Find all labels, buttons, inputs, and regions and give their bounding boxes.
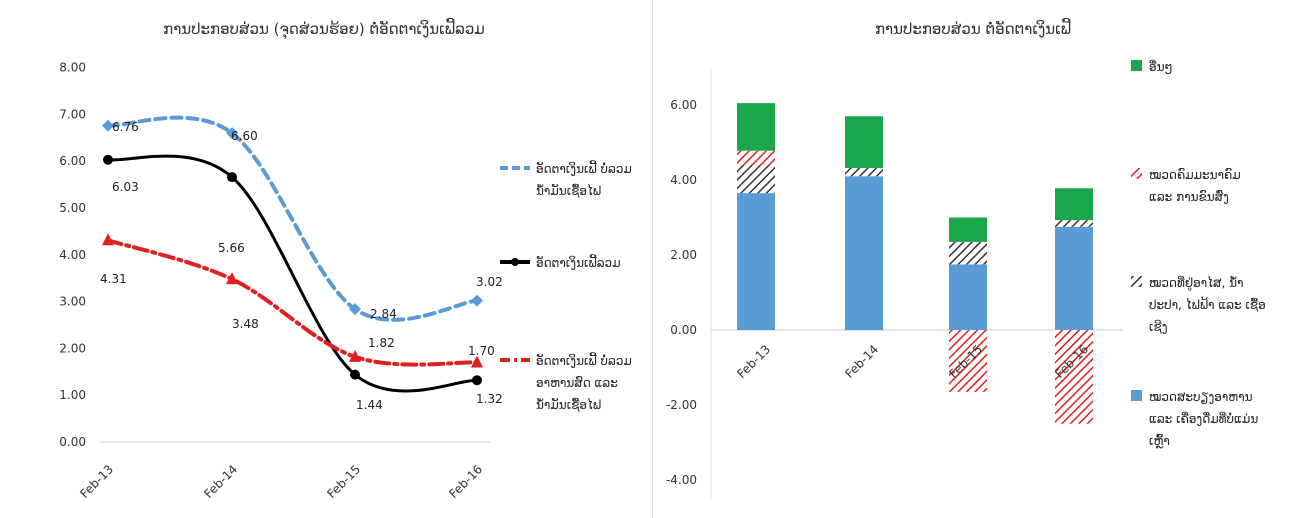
data-point [471, 355, 483, 368]
bar-segment [737, 193, 775, 330]
bar-segment [845, 116, 883, 168]
bar-segment [949, 217, 987, 242]
y-tick-label: 1.00 [59, 388, 86, 402]
data-label: 4.31 [100, 272, 127, 286]
legend-label: ປະປາ, ໄຟຟ້າ ແລະ ເຊື້ອ [1149, 296, 1266, 312]
legend-label: ອັດຕາເງິນເຟີ້ ບໍ່ລວມ [536, 351, 632, 368]
legend-label: ອັດຕາເງິນເຟີ້ ບໍ່ລວມ [536, 159, 632, 176]
legend-swatch [1131, 168, 1142, 179]
y-tick-label: 4.00 [59, 248, 86, 262]
data-label: 1.32 [476, 392, 503, 406]
y-tick-label: 7.00 [59, 107, 86, 121]
data-label: 6.03 [112, 180, 139, 194]
legend-label: ເຊີງ [1149, 319, 1168, 334]
left-chart-title: ການປະກອບສ່ວນ (ຈຸດສ່ວນຮ້ອຍ) ຕໍ່ອັດຕາເງິນເ… [163, 20, 485, 38]
legend-swatch [1131, 60, 1142, 71]
legend-swatch [1131, 276, 1142, 287]
y-tick-label: -2.00 [666, 398, 697, 412]
y-tick-label: 5.00 [59, 201, 86, 215]
bar-segment [737, 103, 775, 151]
data-label: 3.02 [476, 275, 503, 289]
data-point [227, 172, 237, 183]
data-point [226, 127, 238, 140]
data-label: 3.48 [232, 317, 259, 331]
y-tick-label: 2.00 [59, 341, 86, 355]
data-label: 1.82 [368, 336, 395, 350]
legend-label: ແລະ ເຄື່ອງດື່ມທີ່ບໍ່ແມ່ນ [1149, 411, 1258, 426]
y-tick-label: 6.00 [59, 154, 86, 168]
data-point [103, 154, 113, 165]
x-tick-label: Feb-16 [446, 462, 485, 501]
y-tick-label: 4.00 [670, 173, 697, 187]
data-label: 5.66 [218, 241, 245, 255]
series-line [106, 154, 479, 393]
bar-segment [845, 176, 883, 330]
x-tick-label: Feb-13 [734, 342, 773, 381]
right-chart-panel: ການປະກອບສ່ວນ ຕໍ່ອັດຕາເງິນເຟີ້ -4.00 -2.00… [652, 0, 1292, 518]
legend-label: ໝວດຄົມມະນາຄົມ [1149, 168, 1241, 182]
data-point [102, 119, 114, 132]
legend-label: ໝວດທີ່ຢູ່ອາໄສ, ນ້ຳ [1149, 275, 1243, 291]
bar-segment [1055, 226, 1093, 330]
legend-marker [511, 258, 519, 266]
data-point [349, 349, 361, 362]
legend-label: ອັດຕາເງິນເຟີ້ລວມ [536, 253, 621, 270]
bar-segment [1055, 330, 1093, 424]
x-tick-label: Feb-14 [201, 462, 240, 501]
data-label: 1.70 [468, 344, 495, 358]
y-tick-label: 0.00 [59, 435, 86, 449]
data-label: 2.84 [370, 307, 397, 321]
y-tick-label: 8.00 [59, 61, 86, 75]
y-tick-label: -4.00 [666, 473, 697, 487]
bar-segment [1055, 188, 1093, 221]
data-point [350, 369, 360, 380]
x-tick-label: Feb-13 [77, 462, 116, 501]
legend-label: ອາຫານສົດ ແລະ [536, 376, 618, 390]
data-point [471, 294, 483, 307]
data-label: 6.76 [112, 120, 139, 134]
legend-label: ໝວດສະບຽງອາຫານ [1149, 390, 1253, 404]
bar-segment [845, 168, 883, 177]
bar-segment [737, 165, 775, 194]
y-tick-label: 6.00 [670, 98, 697, 112]
bar-segment [949, 241, 987, 265]
data-point [349, 303, 361, 316]
legend-swatch [1131, 390, 1142, 401]
legend-label: ແລະ ການຂົນສົ່ງ [1149, 190, 1229, 204]
legend-label: ເຫຼົ້າ [1149, 433, 1170, 448]
bar-segment [949, 264, 987, 330]
data-point [102, 233, 114, 246]
right-chart-title: ການປະກອບສ່ວນ ຕໍ່ອັດຕາເງິນເຟີ້ [874, 20, 1072, 38]
data-label: 1.44 [356, 398, 383, 412]
y-tick-label: 0.00 [670, 323, 697, 337]
data-point [226, 272, 238, 285]
bar-segment [1055, 220, 1093, 227]
left-chart-panel: ການປະກອບສ່ວນ (ຈຸດສ່ວນຮ້ອຍ) ຕໍ່ອັດຕາເງິນເ… [59, 20, 632, 502]
x-tick-label: Feb-15 [324, 462, 363, 501]
legend-label: ອື່ນໆ [1149, 59, 1173, 74]
series-line [106, 115, 479, 322]
legend-label: ນ້ຳມັນເຊື້ອໄຟ [536, 397, 601, 412]
y-tick-label: 2.00 [670, 248, 697, 262]
series-line [106, 238, 479, 367]
data-label: 6.60 [231, 129, 258, 143]
legend-label: ນ້ຳມັນເຊື້ອໄຟ [536, 183, 601, 198]
data-point [472, 375, 482, 386]
bar-segment [949, 330, 987, 392]
left-line-chart: 0.00 1.00 2.00 3.00 4.00 5.00 6.00 7.00 8.00 Feb-… [59, 61, 632, 501]
x-tick-label: Feb-14 [842, 342, 881, 381]
bar-segment [737, 150, 775, 165]
y-tick-label: 3.00 [59, 295, 86, 309]
